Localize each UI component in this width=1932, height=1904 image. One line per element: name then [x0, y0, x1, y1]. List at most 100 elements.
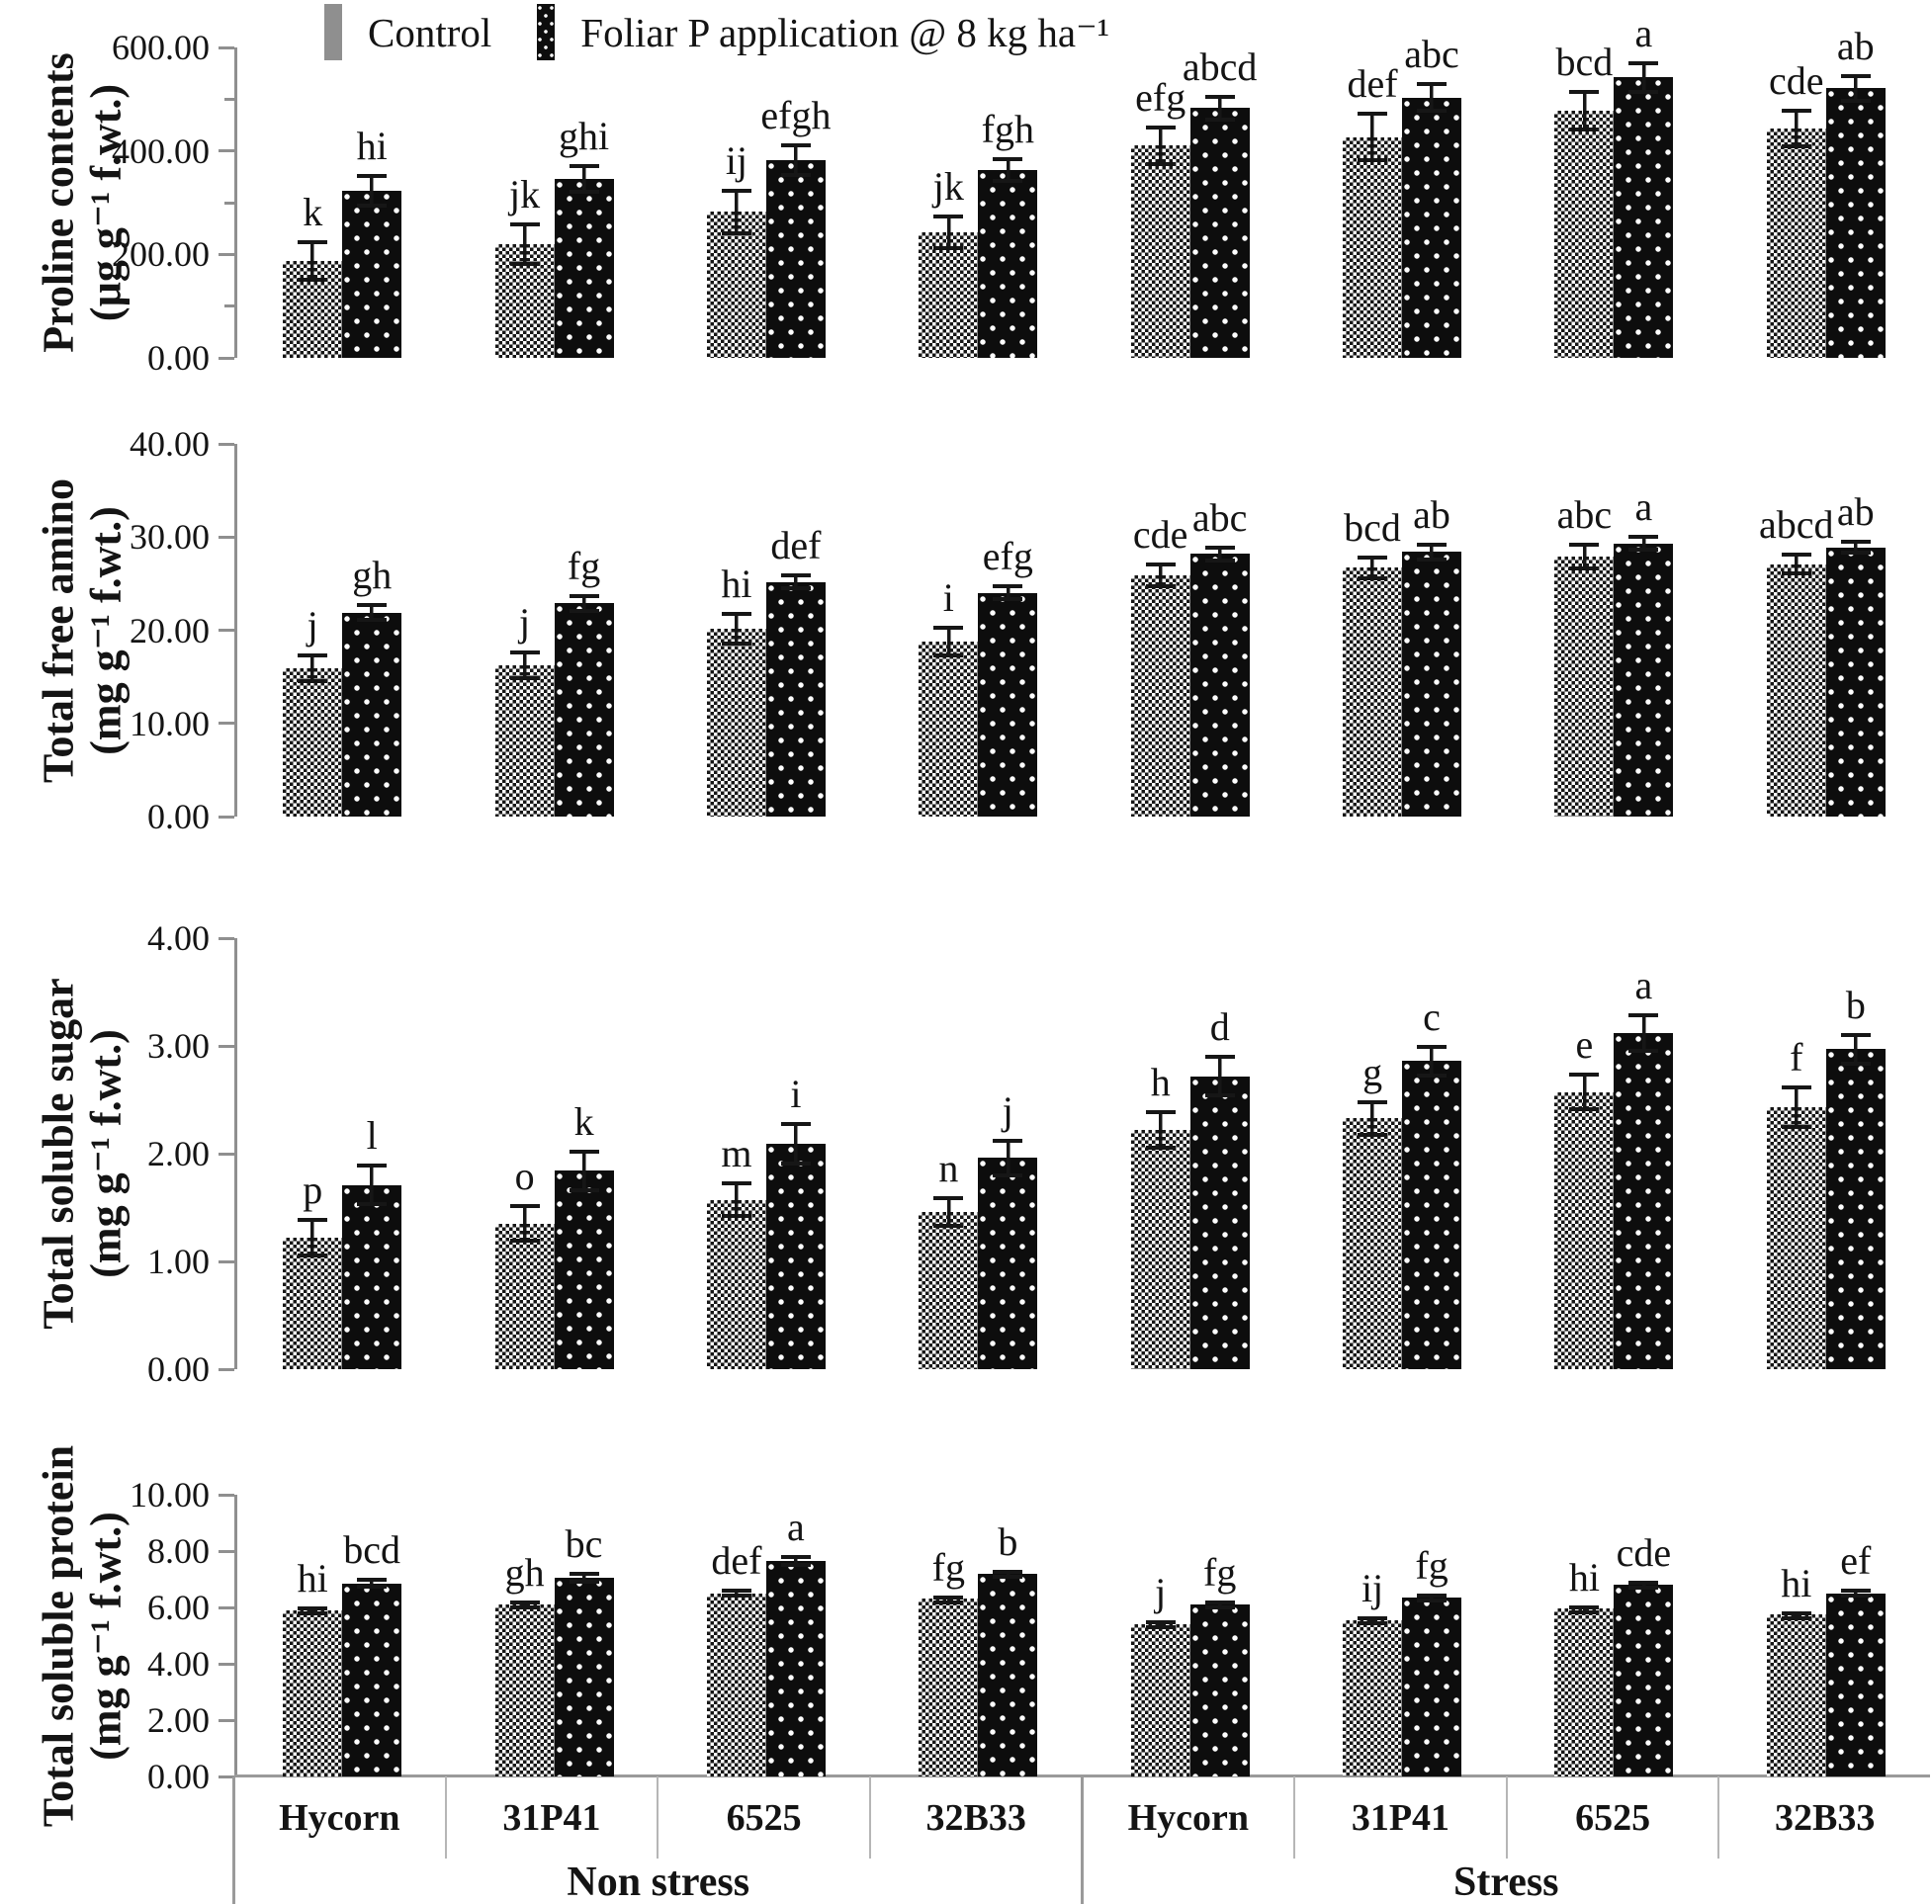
bar-group: jk ghi [448, 47, 659, 358]
sig-letter: hi [356, 123, 388, 168]
y-tick-mark [219, 1718, 234, 1722]
sig-letter: fg [1415, 1542, 1449, 1588]
sig-letter: fg [931, 1545, 965, 1591]
y-tick-label: 40.00 [130, 424, 210, 464]
sig-letter: d [1209, 1003, 1230, 1049]
bar-foliar [1189, 1604, 1250, 1776]
sig-letter: gh [504, 1549, 545, 1595]
y-axis-title-text: Proline contents [34, 52, 83, 353]
error-bar [1569, 90, 1600, 132]
bar-control [1766, 1614, 1826, 1776]
bar-control [494, 1604, 555, 1776]
error-bar [1628, 1580, 1659, 1590]
legend-label-control: Control [368, 9, 492, 55]
sig-letter: ij [725, 137, 748, 183]
sig-letter: m [721, 1131, 752, 1176]
y-tick-label: 4.00 [147, 1644, 210, 1684]
sig-letter: ab [1836, 489, 1875, 535]
bar-group: cde ab [1720, 24, 1932, 358]
error-bar [1145, 125, 1176, 167]
bar-control [919, 641, 979, 817]
error-bar [933, 1596, 964, 1605]
y-axis-line [234, 444, 237, 817]
sig-letter: b [998, 1518, 1018, 1564]
error-bar [1628, 61, 1659, 94]
sig-letter: a [1634, 484, 1653, 530]
bar-group: hi cde [1508, 1495, 1719, 1776]
bar-foliar [1402, 552, 1462, 817]
bar-foliar [1614, 1585, 1674, 1776]
bar-group: k hi [236, 47, 448, 358]
legend-swatch-control-icon [324, 4, 342, 60]
sig-letter: p [303, 1168, 323, 1213]
y-tick-mark [219, 936, 234, 940]
x-axis-baseline [234, 1774, 1930, 1777]
error-bar [933, 1195, 964, 1229]
bar-group: abcd ab [1720, 444, 1932, 817]
bar-foliar [342, 1583, 402, 1776]
error-bar [569, 593, 599, 613]
y-tick-label: 0.00 [147, 338, 210, 378]
sig-letter: fg [567, 543, 601, 588]
sig-letter: a [1634, 11, 1653, 56]
bar-group: j fg [1085, 1495, 1296, 1776]
error-bar [569, 1572, 599, 1584]
bar-group: cde abc [1085, 444, 1296, 817]
legend-label-foliar: Foliar P application @ 8 kg ha⁻¹ [580, 9, 1110, 55]
bar-group: hi ef [1720, 1495, 1932, 1776]
category-label: 6525 [1505, 1776, 1718, 1859]
plot-area: hi bcd gh bc def a fg b j fg ij fg hi cde hi ef [236, 1495, 1932, 1776]
y-tick-label: 3.00 [147, 1026, 210, 1066]
plot-area: k hi jk ghi ij efgh jk fgh efg abcd def abc bcd a cde a… [236, 12, 1932, 358]
error-bar [993, 156, 1023, 184]
bar-group: jk fgh [872, 47, 1084, 358]
category-label: 31P41 [444, 1776, 658, 1859]
error-bar [993, 1569, 1023, 1579]
error-bar [509, 1600, 540, 1609]
bar-foliar [978, 1573, 1038, 1776]
error-bar [1628, 535, 1659, 553]
error-bar [1358, 556, 1388, 580]
sig-letter: j [307, 603, 318, 649]
y-axis-unit-text: (µg g⁻¹ f.wt.) [82, 83, 131, 322]
bar-foliar [554, 178, 614, 358]
error-bar [1781, 553, 1811, 575]
bar-foliar [1402, 1061, 1462, 1369]
error-bar [357, 1578, 388, 1590]
y-minor-tick-mark [224, 304, 234, 308]
error-bar [1840, 73, 1871, 103]
bar-control [706, 1593, 766, 1776]
error-bar [780, 143, 811, 177]
bar-control [1554, 1608, 1615, 1776]
sig-letter: ghi [559, 114, 610, 159]
bar-group: j gh [236, 444, 448, 817]
bar-foliar [765, 1144, 826, 1369]
bar-group: abc a [1508, 444, 1719, 817]
y-tick-label: 0.00 [147, 1757, 210, 1796]
sig-letter: cde [1616, 1529, 1672, 1575]
plot-area: j gh j fg hi def i efg cde abc bcd ab abc a abcd ab [236, 444, 1932, 817]
bar-foliar [978, 592, 1038, 817]
sig-letter: o [514, 1154, 535, 1199]
y-tick-mark [219, 252, 234, 256]
error-bar [1145, 1110, 1176, 1150]
y-tick-mark [219, 1493, 234, 1497]
sig-letter: hi [1781, 1560, 1812, 1605]
chart-total-free-amino: Total free amino (mg g⁻¹ f.wt.) 0.00 10.00 2… [0, 424, 1932, 836]
bar-control [1554, 1091, 1615, 1369]
error-bar [1417, 1044, 1448, 1078]
y-axis-line [234, 47, 237, 358]
y-tick-mark [219, 1605, 234, 1609]
bar-control [283, 1238, 343, 1369]
category-label: 6525 [657, 1776, 869, 1859]
y-tick-label: 200.00 [112, 234, 210, 275]
bar-foliar [342, 1184, 402, 1369]
bar-control [1130, 1624, 1190, 1776]
bar-foliar [765, 581, 826, 817]
sig-letter: efgh [760, 93, 832, 138]
bar-group: def a [660, 1495, 872, 1776]
